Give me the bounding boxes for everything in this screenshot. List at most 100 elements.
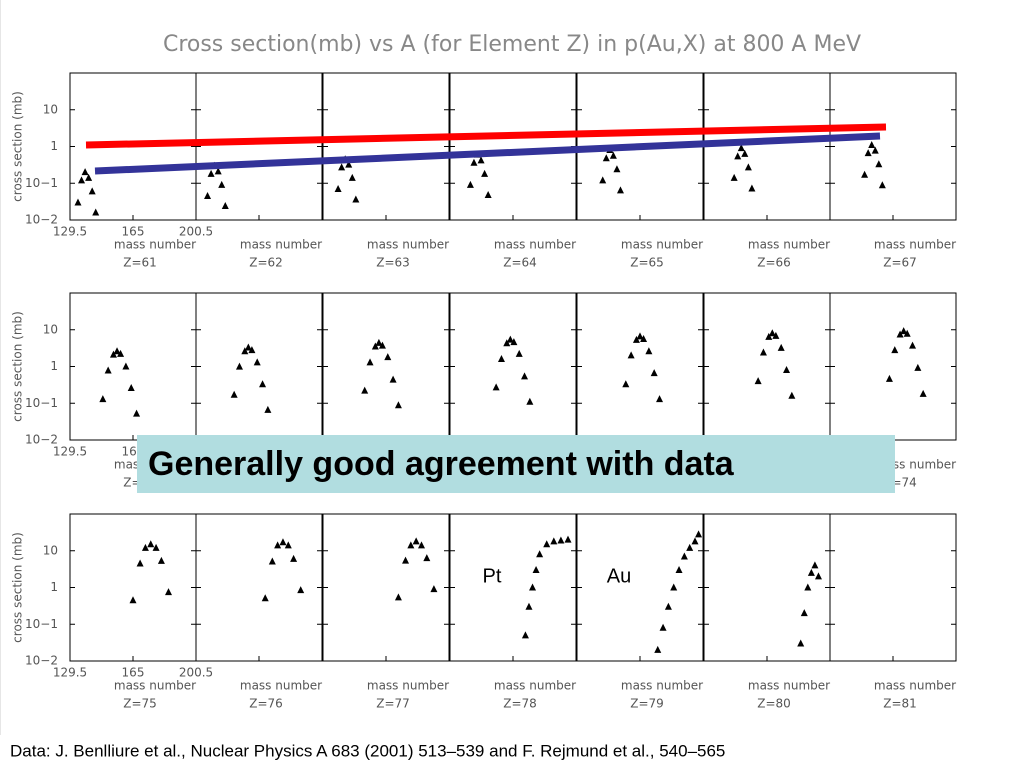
data-point [868,140,876,148]
x-axis-label: mass number [874,238,956,252]
data-point [477,156,485,164]
x-axis-label: mass number [748,679,830,693]
data-point [861,170,869,178]
data-point [241,347,249,355]
data-point [529,583,537,591]
data-point [371,342,379,350]
data-point [141,543,149,551]
data-point [466,180,474,188]
data-point [654,645,662,653]
data-point [117,349,125,357]
x-axis-label: mass number [748,238,830,252]
data-point [797,639,805,647]
data-point [510,338,518,346]
data-point [244,343,252,351]
x-axis-label: mass number [494,238,576,252]
data-point [914,363,922,371]
data-point [737,144,745,152]
data-point [492,383,500,391]
trend-line-red [85,123,887,149]
data-point [599,176,607,184]
data-point [127,383,135,391]
data-point [470,158,478,166]
data-point [734,152,742,160]
data-point [334,184,342,192]
x-axis-label: mass number [240,679,322,693]
data-point [430,585,438,593]
data-point [152,543,160,551]
data-point [133,409,141,417]
data-point [609,151,617,159]
data-point [772,331,780,339]
panel-label: Z=61 [123,256,157,270]
data-point [484,190,492,198]
y-tick-label: 10 [43,322,58,336]
data-point [659,623,667,631]
y-tick-label: 10−2 [25,213,58,227]
data-point [481,169,489,177]
data-point [361,386,369,394]
data-point [526,397,534,405]
trend-line-blue [94,132,881,175]
data-point [748,184,756,192]
data-point [622,380,630,388]
x-axis-label: mass number [367,238,449,252]
panel-label: Z=78 [503,697,537,711]
data-point [864,149,872,157]
data-point [78,176,86,184]
y-tick-label: 10 [43,543,58,557]
x-axis-label: mass number [621,238,703,252]
data-point [885,374,893,382]
y-tick-label: 10−1 [25,617,58,631]
data-point [754,377,762,385]
callout-box [137,435,895,493]
data-point [253,358,261,366]
data-point [814,572,822,580]
x-axis-label: mass number [367,679,449,693]
data-point [378,341,386,349]
data-point [680,552,688,560]
data-point [122,362,130,370]
data-point [564,535,572,543]
y-tick-label: 10−2 [25,433,58,447]
x-axis-label: mass number [621,679,703,693]
data-point [765,332,773,340]
data-point [147,540,155,548]
data-point [800,609,808,617]
data-point [557,536,565,544]
data-point [297,586,305,594]
data-point [104,366,112,374]
data-point [136,559,144,567]
panel-label: Z=66 [757,256,791,270]
data-point [536,550,544,558]
data-point [875,160,883,168]
data-point [759,348,767,356]
data-point [602,154,610,162]
panel-label: Z=62 [249,256,283,270]
y-tick-label: 1 [50,580,58,594]
title: Cross section(mb) vs A (for Element Z) i… [163,32,861,57]
data-point [497,354,505,362]
data-point [279,538,287,546]
data-point [506,335,514,343]
data-point [521,372,529,380]
data-point [627,351,635,359]
data-point [157,556,165,564]
x-axis-label: mass number [494,679,576,693]
data-point [807,568,815,576]
data-point [811,561,819,569]
data-point [375,338,383,346]
data-point [919,389,927,397]
x-tick-label: 200.5 [179,225,213,239]
data-point [645,347,653,355]
data-point [670,583,678,591]
data-point [129,596,137,604]
data-point [909,341,917,349]
y-tick-label: 10−2 [25,654,58,668]
data-point [164,588,172,596]
data-point [616,186,624,194]
panel-label: Z=80 [757,697,791,711]
data-point [543,540,551,548]
y-axis-label: cross section (mb) [11,532,25,643]
